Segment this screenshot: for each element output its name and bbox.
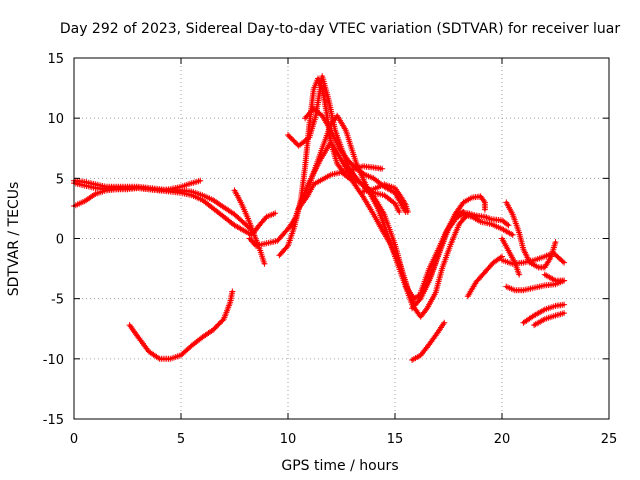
y-tick-label: -10 (43, 353, 64, 368)
series-track-4 (231, 187, 268, 267)
data-point-markers (231, 187, 268, 267)
x-tick-label: 20 (494, 432, 511, 447)
y-tick-label: 10 (47, 112, 64, 127)
y-tick-label: -15 (43, 413, 64, 428)
data-point-markers (126, 288, 236, 362)
x-tick-label: 5 (177, 432, 185, 447)
x-tick-label: 10 (280, 432, 297, 447)
data-point-markers (417, 211, 516, 296)
x-tick-label: 0 (70, 432, 78, 447)
series-track-25 (520, 301, 568, 326)
series-track-6 (126, 288, 236, 362)
series-track-13 (359, 181, 411, 216)
data-point-markers (520, 301, 568, 326)
y-axis-label: SDTVAR / TECUs (6, 182, 22, 297)
series-track-7 (276, 75, 386, 259)
y-tick-label: 15 (47, 52, 64, 67)
series-track-26 (531, 310, 568, 329)
ticks (73, 57, 610, 420)
series-track-21 (503, 199, 559, 271)
y-tick-label: 5 (56, 172, 64, 187)
data-point-markers (531, 310, 568, 329)
x-tick-label: 25 (601, 432, 618, 447)
series-track-18 (409, 319, 448, 363)
series-track-22 (499, 235, 523, 278)
data-point-markers (503, 199, 559, 271)
data-point-markers (499, 235, 523, 278)
data-point-markers (276, 75, 386, 259)
x-tick-label: 15 (387, 432, 404, 447)
x-tick-labels: 0 5 10 15 20 25 (70, 432, 617, 447)
series-track-19 (464, 253, 505, 300)
chart-title: Day 292 of 2023, Sidereal Day-to-day VTE… (60, 21, 621, 37)
data-point-markers (464, 253, 505, 300)
grid (74, 58, 609, 419)
series-track-16 (417, 211, 516, 296)
series-track-24 (541, 271, 568, 284)
data-point-markers (409, 319, 448, 363)
y-tick-labels: -15 -10 -5 0 5 10 15 (43, 52, 64, 428)
y-tick-label: 0 (56, 233, 64, 248)
series-track-17 (445, 209, 512, 232)
data-point-markers (359, 181, 411, 216)
y-tick-label: -5 (51, 293, 64, 308)
data-point-markers (541, 271, 568, 284)
data-point-markers (445, 209, 512, 232)
data-layer (71, 73, 568, 363)
x-axis-label: GPS time / hours (281, 458, 398, 474)
